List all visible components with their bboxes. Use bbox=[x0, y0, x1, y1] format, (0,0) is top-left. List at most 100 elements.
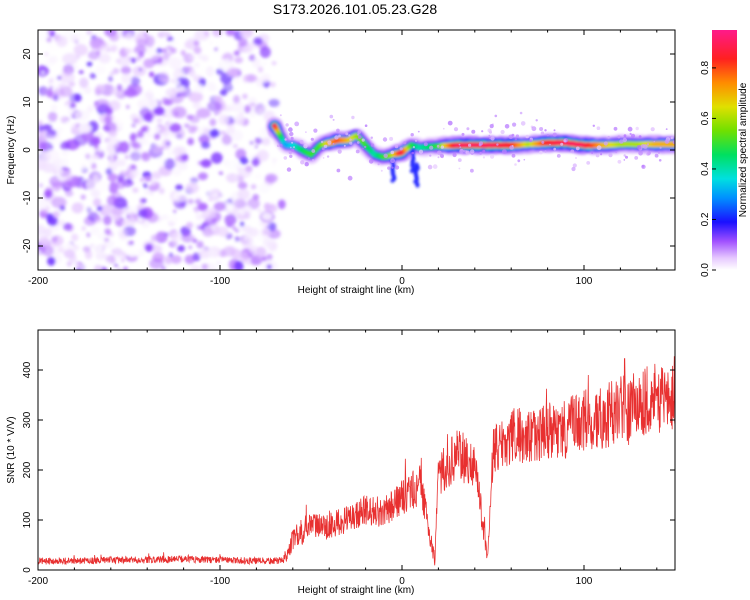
colorbar-ticks: 0.0 0.2 0.4 0.6 0.8 bbox=[700, 61, 716, 277]
spectrogram-y-tick-label: 20 bbox=[22, 48, 33, 60]
noise-blob bbox=[140, 177, 144, 182]
noise-blob bbox=[82, 246, 91, 253]
speckle-dot bbox=[627, 126, 633, 132]
speckle-dot bbox=[457, 158, 462, 163]
noise-blob bbox=[77, 158, 88, 170]
noise-blob bbox=[121, 73, 132, 84]
noise-blob bbox=[42, 124, 53, 131]
noise-blob bbox=[164, 255, 173, 265]
noise-blob bbox=[188, 69, 196, 78]
noise-blob bbox=[248, 54, 256, 62]
noise-blob bbox=[184, 123, 190, 128]
noise-blob bbox=[73, 44, 88, 56]
noise-blob bbox=[124, 87, 137, 98]
noise-blob bbox=[117, 173, 126, 181]
speckle-dot bbox=[382, 137, 388, 142]
speckle-dot bbox=[572, 163, 577, 168]
noise-blob bbox=[85, 153, 91, 160]
speckle-dot bbox=[383, 153, 388, 158]
noise-blob bbox=[94, 144, 99, 150]
noise-blob bbox=[109, 157, 115, 161]
noise-blob bbox=[138, 68, 142, 72]
speckle-dot bbox=[364, 145, 367, 149]
colorbar-tick-label: 0.2 bbox=[700, 212, 711, 226]
speckle-dot bbox=[619, 139, 624, 144]
noise-blob bbox=[71, 233, 79, 242]
noise-blob bbox=[205, 66, 215, 77]
speckle-dot bbox=[289, 146, 292, 149]
noise-blob bbox=[249, 110, 257, 118]
noise-blob bbox=[248, 102, 253, 108]
speckle-dot bbox=[358, 135, 362, 139]
speckle-dot bbox=[571, 166, 576, 172]
noise-blob bbox=[107, 173, 118, 182]
noise-blob bbox=[106, 195, 118, 207]
noise-blob bbox=[148, 49, 161, 61]
noise-blob bbox=[245, 165, 253, 173]
noise-blob bbox=[53, 94, 59, 102]
noise-blob bbox=[69, 93, 78, 103]
noise-blob bbox=[218, 114, 230, 125]
noise-blob bbox=[225, 159, 241, 171]
speckle-dot bbox=[470, 168, 474, 173]
noise-blob bbox=[201, 263, 209, 270]
noise-blob bbox=[105, 261, 111, 265]
speckle-dot bbox=[395, 165, 400, 170]
speckle-dot bbox=[291, 141, 294, 144]
noise-blob bbox=[84, 86, 92, 94]
speckle-dot bbox=[481, 130, 484, 133]
noise-blob bbox=[188, 91, 204, 103]
snr-frame bbox=[37, 329, 676, 571]
noise-blob bbox=[85, 179, 98, 191]
snr-y-tick-label: 200 bbox=[22, 461, 33, 478]
noise-blob bbox=[110, 47, 116, 52]
noise-blob bbox=[191, 235, 196, 241]
noise-blob bbox=[206, 81, 216, 92]
noise-blob bbox=[95, 90, 102, 96]
noise-blob bbox=[220, 58, 231, 70]
speckle-dot bbox=[288, 127, 293, 132]
speckle-dot bbox=[617, 135, 621, 139]
noise-blob bbox=[59, 157, 69, 169]
speckle-dot bbox=[391, 166, 394, 169]
noise-blob bbox=[216, 260, 221, 265]
speckle-dot bbox=[490, 154, 495, 159]
speckle-dot bbox=[638, 135, 642, 139]
spectrogram-x-ticks: -200 -100 0 100 bbox=[28, 30, 658, 287]
speckle-dot bbox=[334, 135, 339, 140]
noise-blob bbox=[171, 40, 178, 45]
speckle-dot bbox=[531, 126, 537, 132]
noise-blob bbox=[221, 134, 232, 146]
noise-region bbox=[38, 30, 286, 270]
noise-blob bbox=[265, 173, 278, 183]
speckle-dot bbox=[356, 141, 360, 144]
noise-blob bbox=[177, 161, 188, 171]
noise-blob bbox=[38, 137, 42, 144]
noise-blob bbox=[211, 225, 217, 232]
speckle-dot bbox=[539, 150, 543, 155]
noise-blob bbox=[105, 168, 113, 176]
ridge-band bbox=[265, 117, 675, 188]
speckle-dot bbox=[427, 164, 433, 170]
speckle-dot bbox=[289, 154, 293, 158]
speckle-dot bbox=[466, 127, 470, 131]
spectrogram-y-tick-label: -10 bbox=[22, 190, 33, 205]
speckle-dot bbox=[284, 138, 287, 141]
noise-blob bbox=[130, 169, 141, 178]
speckle-dot bbox=[279, 114, 282, 117]
speckle-dot bbox=[478, 143, 482, 147]
speckle-dot bbox=[452, 152, 457, 158]
noise-blob bbox=[185, 182, 199, 194]
noise-blob bbox=[268, 99, 280, 107]
noise-blob bbox=[116, 159, 126, 167]
noise-blob bbox=[161, 214, 169, 220]
snr-y-tick-label: 0 bbox=[22, 567, 33, 573]
speckle-dot bbox=[622, 137, 627, 143]
speckle-dot bbox=[437, 156, 440, 159]
noise-blob bbox=[187, 137, 195, 146]
noise-blob bbox=[238, 37, 248, 47]
noise-blob bbox=[247, 198, 260, 210]
speckle-dot bbox=[351, 115, 355, 120]
